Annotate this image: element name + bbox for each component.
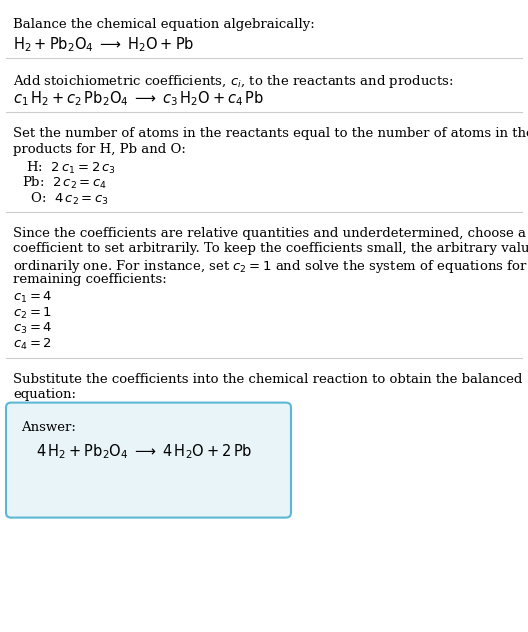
Text: Balance the chemical equation algebraically:: Balance the chemical equation algebraica… — [13, 18, 315, 31]
Text: $c_4 = 2$: $c_4 = 2$ — [13, 337, 52, 352]
Text: $4\,\mathrm{H_2} + \mathrm{Pb_2O_4} \;\longrightarrow\; 4\,\mathrm{H_2O} + 2\,\m: $4\,\mathrm{H_2} + \mathrm{Pb_2O_4} \;\l… — [36, 442, 252, 461]
Text: Pb:  $2\,c_2 = c_4$: Pb: $2\,c_2 = c_4$ — [22, 175, 107, 191]
Text: $c_2 = 1$: $c_2 = 1$ — [13, 306, 52, 321]
FancyBboxPatch shape — [6, 403, 291, 518]
Text: H:  $2\,c_1 = 2\,c_3$: H: $2\,c_1 = 2\,c_3$ — [22, 160, 116, 176]
Text: products for H, Pb and O:: products for H, Pb and O: — [13, 143, 186, 155]
Text: ordinarily one. For instance, set $c_2 = 1$ and solve the system of equations fo: ordinarily one. For instance, set $c_2 =… — [13, 258, 528, 274]
Text: $c_1\,\mathrm{H_2} + c_2\,\mathrm{Pb_2O_4} \;\longrightarrow\; c_3\,\mathrm{H_2O: $c_1\,\mathrm{H_2} + c_2\,\mathrm{Pb_2O_… — [13, 90, 264, 108]
Text: Substitute the coefficients into the chemical reaction to obtain the balanced: Substitute the coefficients into the che… — [13, 373, 522, 386]
Text: $c_3 = 4$: $c_3 = 4$ — [13, 321, 52, 336]
Text: equation:: equation: — [13, 388, 76, 401]
Text: Since the coefficients are relative quantities and underdetermined, choose a: Since the coefficients are relative quan… — [13, 227, 526, 240]
Text: remaining coefficients:: remaining coefficients: — [13, 273, 167, 286]
Text: O:  $4\,c_2 = c_3$: O: $4\,c_2 = c_3$ — [22, 191, 109, 207]
Text: coefficient to set arbitrarily. To keep the coefficients small, the arbitrary va: coefficient to set arbitrarily. To keep … — [13, 242, 528, 255]
Text: $c_1 = 4$: $c_1 = 4$ — [13, 290, 52, 305]
Text: Answer:: Answer: — [21, 421, 76, 434]
Text: Add stoichiometric coefficients, $c_i$, to the reactants and products:: Add stoichiometric coefficients, $c_i$, … — [13, 73, 454, 90]
Text: $\mathrm{H_2 + Pb_2O_4 \;\longrightarrow\; H_2O + Pb}$: $\mathrm{H_2 + Pb_2O_4 \;\longrightarrow… — [13, 35, 194, 54]
Text: Set the number of atoms in the reactants equal to the number of atoms in the: Set the number of atoms in the reactants… — [13, 127, 528, 140]
